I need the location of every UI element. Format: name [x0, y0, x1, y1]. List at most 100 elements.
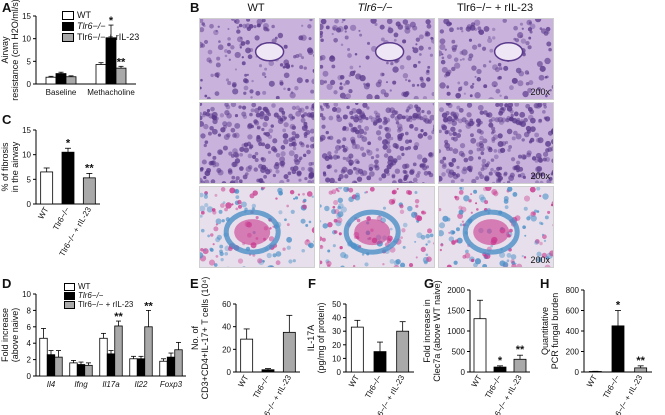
tissue-speck: [526, 152, 532, 158]
tissue-speck: [303, 198, 307, 203]
tissue-speck: [458, 107, 464, 113]
tissue-speck: [356, 160, 360, 165]
tissue-speck: [280, 151, 286, 157]
tissue-speck: [320, 137, 324, 142]
tissue-speck: [523, 117, 528, 123]
y-tick-label: 2: [27, 356, 32, 365]
tissue-speck: [251, 203, 257, 209]
tissue-speck: [439, 29, 445, 34]
tissue-speck: [481, 162, 486, 168]
bar: [611, 325, 625, 373]
tissue-speck: [513, 130, 518, 136]
bar: [69, 362, 78, 377]
tissue-speck: [403, 177, 408, 182]
tissue-speck: [290, 209, 295, 214]
tissue-speck: [228, 151, 233, 156]
tissue-speck: [308, 242, 314, 249]
tissue-speck: [476, 208, 479, 211]
micrograph-texture: [439, 187, 553, 267]
tissue-speck: [535, 137, 541, 143]
y-axis-label: No. of: [190, 325, 200, 350]
tissue-speck: [480, 167, 485, 172]
tissue-speck: [387, 27, 394, 34]
tissue-speck: [519, 22, 524, 26]
tissue-speck: [214, 72, 219, 78]
tissue-speck: [283, 72, 290, 79]
tissue-speck: [262, 121, 268, 128]
tissue-speck: [242, 23, 247, 29]
tissue-speck: [238, 23, 243, 28]
y-axis-label: (above naive): [10, 308, 20, 363]
tissue-speck: [531, 173, 537, 178]
tissue-speck: [286, 178, 290, 183]
tissue-speck: [446, 85, 450, 89]
tissue-speck: [203, 175, 207, 180]
tissue-speck: [461, 220, 465, 223]
tissue-speck: [238, 179, 243, 183]
tissue-speck: [320, 30, 324, 35]
tissue-speck: [409, 169, 415, 175]
tissue-speck: [348, 153, 354, 159]
tissue-speck: [382, 206, 387, 210]
tissue-speck: [412, 47, 419, 54]
tissue-speck: [511, 263, 517, 267]
tissue-speck: [357, 133, 362, 139]
tissue-speck: [441, 66, 448, 73]
tissue-speck: [490, 158, 495, 162]
tissue-speck: [303, 66, 307, 70]
tissue-speck: [493, 149, 498, 153]
tissue-speck: [272, 225, 275, 228]
tissue-speck: [311, 195, 314, 198]
tissue-speck: [370, 19, 377, 24]
tissue-speck: [382, 144, 388, 150]
tissue-speck: [349, 24, 357, 31]
tissue-speck: [428, 151, 434, 158]
tissue-speck: [301, 56, 305, 60]
x-tick-label: Tlr6−/−: [483, 373, 504, 400]
tissue-speck: [397, 178, 403, 183]
tissue-speck: [353, 70, 356, 73]
tissue-speck: [479, 135, 484, 141]
tissue-speck: [446, 86, 449, 90]
tissue-speck: [257, 258, 263, 264]
tissue-speck: [447, 171, 454, 178]
tissue-speck: [531, 174, 537, 180]
tissue-speck: [535, 152, 542, 159]
tissue-speck: [401, 115, 406, 120]
tissue-speck: [247, 153, 253, 159]
tissue-speck: [429, 233, 434, 238]
tissue-speck: [280, 145, 286, 150]
legend-label: WT: [77, 10, 91, 20]
tissue-speck: [344, 35, 349, 40]
tissue-speck: [293, 55, 297, 59]
tissue-speck: [447, 103, 453, 109]
tissue-speck: [416, 215, 423, 222]
tissue-speck: [201, 159, 207, 165]
tissue-speck: [370, 156, 375, 160]
tissue-speck: [286, 245, 291, 250]
tissue-speck: [522, 155, 527, 160]
tissue-speck: [351, 143, 358, 150]
tissue-speck: [476, 77, 482, 82]
y-tick-label: 20: [332, 341, 341, 350]
tissue-speck: [405, 109, 409, 113]
tissue-speck: [320, 107, 325, 112]
tissue-speck: [384, 126, 390, 132]
y-tick-label: 15: [22, 126, 31, 135]
tissue-speck: [275, 197, 278, 200]
tissue-speck: [303, 134, 308, 138]
tissue-speck: [391, 174, 396, 179]
tissue-speck: [367, 141, 372, 146]
bar: [261, 369, 275, 373]
tissue-speck: [340, 251, 347, 259]
tissue-speck: [452, 148, 459, 154]
tissue-speck: [217, 133, 222, 137]
tissue-speck: [439, 149, 442, 154]
tissue-speck: [432, 103, 434, 106]
tissue-speck: [312, 54, 314, 57]
tissue-speck: [374, 159, 379, 165]
tissue-speck: [544, 215, 549, 220]
tissue-speck: [477, 43, 482, 48]
tissue-speck: [274, 36, 278, 40]
tissue-speck: [308, 37, 312, 41]
